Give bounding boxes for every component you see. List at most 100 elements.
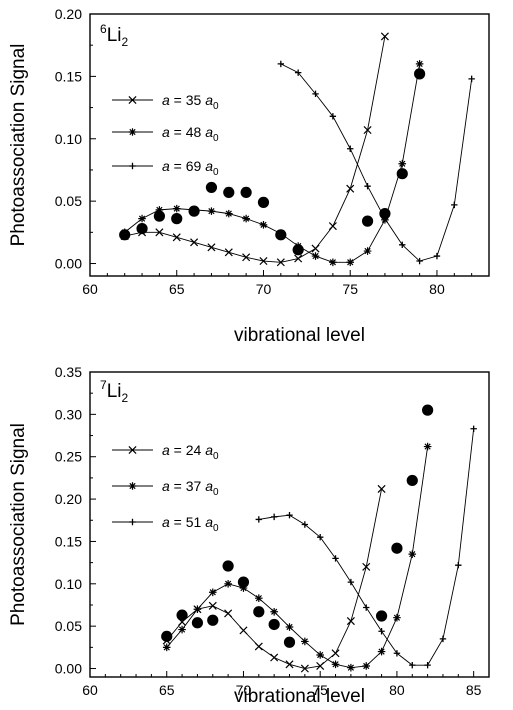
data-point: [396, 168, 408, 180]
legend-label: a = 37 a0: [162, 478, 219, 498]
data-point: [292, 244, 304, 256]
legend-label: a = 69 a0: [162, 158, 219, 178]
data-point: [316, 661, 325, 671]
x-tick-label: 70: [256, 281, 272, 297]
data-point: [380, 32, 389, 41]
data-point: [362, 562, 371, 571]
data-point: [468, 75, 475, 83]
data-point: [161, 630, 173, 642]
data-point: [455, 561, 462, 569]
data-point: [375, 610, 388, 622]
data-point: [285, 623, 294, 631]
legend-entry: a = 51 a0: [112, 514, 219, 534]
data-point: [253, 606, 265, 618]
data-point: [193, 605, 202, 614]
y-tick-label: 0.20: [55, 6, 82, 22]
data-point: [242, 214, 250, 223]
data-point: [205, 181, 218, 194]
data-point: [283, 636, 296, 648]
data-point: [138, 214, 146, 223]
y-tick-label: 0.05: [55, 193, 82, 209]
series-dot: [119, 68, 426, 256]
data-point: [331, 649, 340, 658]
data-point: [242, 253, 251, 262]
data-point: [224, 580, 232, 588]
y-axis-label: Photoassociation Signal: [8, 423, 29, 626]
series-line: [258, 428, 475, 666]
data-point: [119, 229, 131, 241]
data-point: [237, 576, 250, 588]
x-tick-label: 80: [429, 281, 445, 297]
data-point: [364, 182, 371, 190]
data-point: [270, 513, 278, 521]
data-point: [286, 511, 293, 519]
x-tick-label: 75: [342, 281, 358, 297]
data-point: [276, 258, 285, 267]
data-point: [207, 243, 216, 252]
x-tick-label: 85: [466, 682, 482, 698]
data-point: [312, 90, 319, 98]
data-point: [331, 660, 340, 669]
data-point: [257, 196, 270, 208]
data-point: [270, 607, 278, 616]
legend-label: a = 48 a0: [162, 124, 219, 144]
data-point: [409, 661, 416, 669]
legend-entry: a = 37 a0: [112, 478, 219, 498]
data-point: [301, 637, 309, 646]
data-point: [268, 618, 280, 631]
legend-marker: [129, 162, 136, 170]
legend-marker: [129, 518, 136, 526]
data-point: [172, 233, 181, 242]
chart-panel-1: 60 65 70 75 80 0.00 0.05 0.10 0.15 0.20 vibrationa…: [8, 6, 490, 346]
data-point: [254, 642, 263, 651]
y-tick-label: 0.15: [55, 533, 82, 549]
x-tick-label: 60: [82, 682, 98, 698]
data-point: [255, 516, 263, 523]
y-tick-label: 0.10: [55, 131, 82, 147]
data-point: [346, 617, 355, 626]
data-point: [191, 617, 204, 629]
data-point: [398, 159, 407, 168]
data-point: [423, 442, 432, 451]
data-point: [346, 184, 355, 193]
plot-frame: [89, 13, 490, 277]
data-point: [190, 238, 199, 247]
series-plus: [255, 425, 477, 669]
data-point: [363, 604, 370, 611]
y-axis-label: Photoassociation Signal: [8, 44, 29, 247]
y-tick-label: 0.30: [55, 406, 82, 422]
legend-entry: a = 35 a0: [112, 92, 219, 112]
data-point: [329, 113, 337, 120]
data-point: [208, 588, 217, 597]
data-point: [414, 68, 426, 80]
data-point: [391, 542, 403, 554]
legend-marker: [128, 482, 137, 490]
panel-label: 7Li2: [100, 378, 128, 405]
data-point: [277, 60, 285, 68]
legend-label: a = 35 a0: [162, 92, 219, 112]
data-point: [155, 206, 164, 214]
chart-panel-2: 60 65 70 75 80 85 0.00 0.05 0.10 0.15 0.20 0.25 0.30…: [8, 364, 490, 707]
data-point: [377, 484, 386, 493]
data-point: [377, 647, 386, 656]
panel-label: 6Li2: [100, 22, 128, 49]
y-tick-label: 0.05: [55, 618, 82, 634]
data-point: [171, 213, 183, 225]
data-point: [270, 653, 279, 662]
data-point: [188, 205, 200, 217]
data-point: [347, 145, 354, 152]
data-point: [223, 186, 235, 199]
data-point: [259, 257, 268, 266]
data-point: [176, 609, 188, 621]
data-point: [329, 258, 337, 267]
data-point: [393, 650, 401, 657]
x-axis-label: vibrational level: [234, 686, 365, 707]
data-point: [208, 601, 217, 610]
data-point: [275, 229, 287, 241]
data-point: [255, 594, 263, 603]
data-point: [363, 126, 372, 135]
data-point: [300, 664, 309, 673]
series-x: [162, 484, 386, 673]
data-point: [224, 248, 233, 257]
